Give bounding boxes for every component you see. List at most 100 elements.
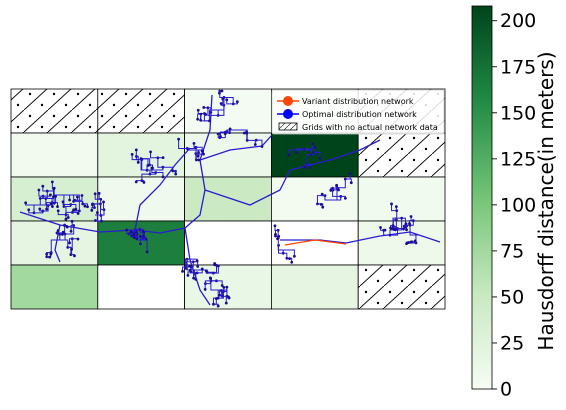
network-node [45, 207, 49, 211]
network-edge [220, 290, 227, 297]
network-node [409, 215, 413, 218]
network-edge [94, 193, 101, 200]
network-edge [324, 195, 330, 201]
network-node [49, 252, 53, 256]
network-node [174, 172, 178, 176]
network-edge [70, 194, 80, 211]
network-edge [316, 195, 325, 204]
network-edge [283, 252, 288, 259]
network-edge [46, 252, 52, 257]
network-node [194, 277, 198, 281]
network-node [335, 183, 339, 187]
network-node [329, 188, 333, 192]
network-edge [74, 195, 83, 201]
network-node [220, 89, 224, 93]
network-node [218, 91, 221, 95]
network-node [136, 160, 140, 164]
network-edge [47, 190, 54, 197]
network-node [69, 229, 73, 233]
network-node [135, 237, 139, 241]
colorbar-tick-label: 175 [500, 56, 536, 78]
network-node [204, 269, 208, 273]
legend: Variant distribution network Optimal dis… [271, 89, 445, 135]
network-node [223, 132, 227, 136]
network-node [308, 166, 312, 170]
network-node [313, 146, 316, 149]
network-node [394, 228, 397, 232]
network-edge [410, 220, 414, 226]
network-edge [42, 205, 49, 212]
network-edge [141, 159, 150, 171]
network-node [225, 285, 229, 289]
network-edge [220, 131, 226, 137]
network-node [130, 153, 134, 156]
network-node [93, 192, 97, 196]
network-node [196, 265, 200, 268]
network-edge [390, 228, 399, 236]
heatmap-cell [184, 220, 272, 266]
network-node [61, 200, 65, 204]
network-edge [63, 206, 67, 215]
colorbar-ticks: 0 25 50 75 100 125 150 175 200 [492, 10, 536, 401]
network-edge [207, 107, 212, 113]
network-edge [207, 107, 219, 116]
network-trunk [134, 147, 191, 231]
network-edge [141, 158, 149, 166]
colorbar-tick-label: 100 [500, 194, 536, 216]
network-edge [38, 189, 44, 197]
network-node [133, 236, 136, 239]
legend-optimal-label: Optimal distribution network [302, 110, 417, 119]
network-edge [219, 132, 230, 138]
network-edge [254, 139, 257, 145]
network-edge [221, 291, 224, 297]
network-node [216, 304, 220, 308]
network-edge [256, 139, 263, 147]
network-edge [194, 272, 197, 280]
network-node [260, 145, 264, 148]
network-node [125, 228, 129, 232]
colorbar-label: Hausdorff distance(in meters) [534, 51, 558, 350]
network-node [407, 241, 410, 244]
network-node [276, 237, 279, 241]
network-node [76, 212, 80, 215]
network-edge [212, 97, 225, 111]
heatmap-cell [357, 176, 446, 222]
network-node [49, 193, 52, 197]
network-node [41, 184, 45, 188]
network-node [49, 202, 53, 206]
network-node [214, 297, 218, 300]
network-edge [54, 196, 57, 204]
network-edge [100, 199, 105, 211]
network-node [273, 224, 277, 228]
network-edge [155, 171, 164, 177]
legend-missing-label: Grids with no actual network data [302, 123, 438, 132]
network-node [188, 268, 192, 272]
network-node [192, 276, 195, 280]
network-node [253, 143, 257, 146]
network-node [68, 198, 72, 202]
heatmap-cell-missing [357, 132, 446, 178]
network-edge [195, 147, 204, 155]
colorbar-tick-label: 50 [500, 286, 524, 308]
network-edge [184, 258, 188, 268]
network-node [83, 204, 87, 208]
network-node [389, 226, 392, 230]
network-node [50, 180, 54, 184]
network-node [146, 164, 150, 167]
network-node [73, 254, 76, 258]
network-edge [383, 230, 391, 236]
network-node [349, 181, 353, 185]
network-node [208, 276, 212, 280]
network-edge [50, 239, 55, 253]
network-node [181, 269, 184, 273]
heatmap-cell [10, 264, 99, 310]
network-node [196, 117, 200, 121]
colorbar-tick-label: 150 [500, 102, 536, 124]
network-node [404, 222, 408, 226]
network-edge [70, 225, 74, 232]
network-node [97, 191, 101, 195]
network-edge [223, 96, 234, 104]
network-node [161, 175, 165, 179]
network-node [245, 130, 248, 134]
